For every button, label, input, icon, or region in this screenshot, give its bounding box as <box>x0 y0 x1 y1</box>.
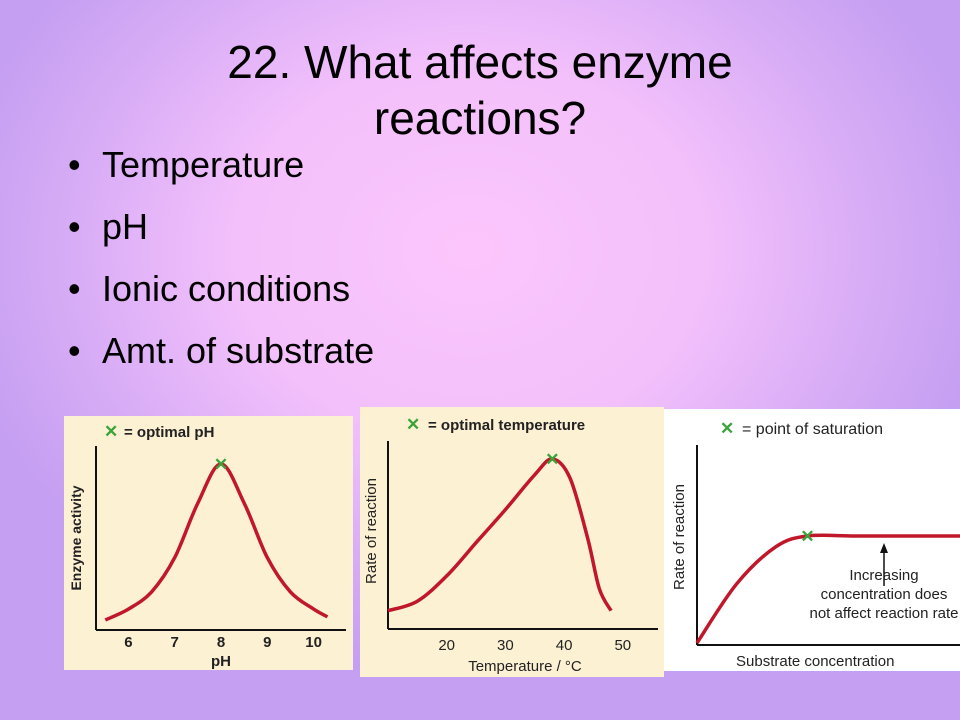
substrate-rate-curve <box>695 533 960 644</box>
optimum-marker-icon: ✕ <box>545 450 559 469</box>
optimum-marker-icon: ✕ <box>214 455 228 474</box>
ph-chart-svg: ✕ = optimal pH Enzyme activity pH 6 7 8 9 10… <box>64 416 353 670</box>
annotation-line: concentration does <box>821 586 948 603</box>
legend-marker-icon: ✕ <box>720 419 734 438</box>
bullet-text: pH <box>102 206 149 247</box>
bullet-item: • Temperature <box>68 145 374 207</box>
x-tick-label: 40 <box>556 637 573 654</box>
temperature-chart-svg: ✕ = optimal temperature Rate of reaction… <box>360 407 664 677</box>
bullet-item: • Amt. of substrate <box>68 331 374 393</box>
bullet-dot: • <box>68 206 81 247</box>
bullet-dot: • <box>68 330 81 371</box>
temperature-rate-curve <box>387 457 613 613</box>
bullet-list: • Temperature • pH • Ionic conditions • Amt.… <box>68 145 374 393</box>
bullet-item: • Ionic conditions <box>68 269 374 331</box>
bullet-text: Amt. of substrate <box>102 330 375 371</box>
x-tick-label: 6 <box>124 634 132 651</box>
x-tick-label: 50 <box>614 637 631 654</box>
x-tick-label: 30 <box>497 637 514 654</box>
ph-activity-curve <box>104 462 329 622</box>
slide-title: 22. What affects enzyme reactions? <box>227 36 733 144</box>
y-axis-label: Rate of reaction <box>671 484 688 590</box>
x-axis-label: Temperature / °C <box>468 658 582 675</box>
up-arrow-icon <box>880 543 888 553</box>
bullet-dot: • <box>68 268 81 309</box>
chart-background <box>64 416 353 670</box>
x-tick-labels: 20 30 40 50 <box>438 637 631 654</box>
x-axis-label: pH <box>211 653 231 670</box>
bullet-dot: • <box>68 144 81 185</box>
legend-text: = optimal temperature <box>428 417 585 434</box>
ph-chart: ✕ = optimal pH Enzyme activity pH 6 7 8 9 10… <box>64 416 353 670</box>
annotation-line: not affect reaction rate <box>810 605 959 622</box>
legend-text: = point of saturation <box>742 421 883 438</box>
x-tick-label: 20 <box>438 637 455 654</box>
chart-background <box>664 409 960 671</box>
x-tick-label: 8 <box>217 634 225 651</box>
bullet-text: Ionic conditions <box>102 268 351 309</box>
bullet-item: • pH <box>68 207 374 269</box>
annotation-line: Increasing <box>849 567 918 584</box>
saturation-marker-icon: ✕ <box>800 527 814 546</box>
legend-text: = optimal pH <box>124 424 214 441</box>
substrate-chart-svg: ✕ = point of saturation Rate of reaction… <box>664 409 960 671</box>
x-tick-labels: 6 7 8 9 10 <box>124 634 322 651</box>
legend-marker-icon: ✕ <box>104 422 118 441</box>
x-tick-label: 10 <box>305 634 322 651</box>
x-tick-label: 7 <box>171 634 179 651</box>
x-tick-label: 9 <box>263 634 271 651</box>
bullet-text: Temperature <box>102 144 305 185</box>
x-axis-label: Substrate concentration <box>736 653 894 670</box>
temperature-chart: ✕ = optimal temperature Rate of reaction… <box>360 407 664 677</box>
substrate-chart: ✕ = point of saturation Rate of reaction… <box>664 409 960 671</box>
chart-background <box>360 407 664 677</box>
y-axis-label: Enzyme activity <box>68 485 84 590</box>
y-axis-label: Rate of reaction <box>363 478 380 584</box>
legend-marker-icon: ✕ <box>406 415 420 434</box>
